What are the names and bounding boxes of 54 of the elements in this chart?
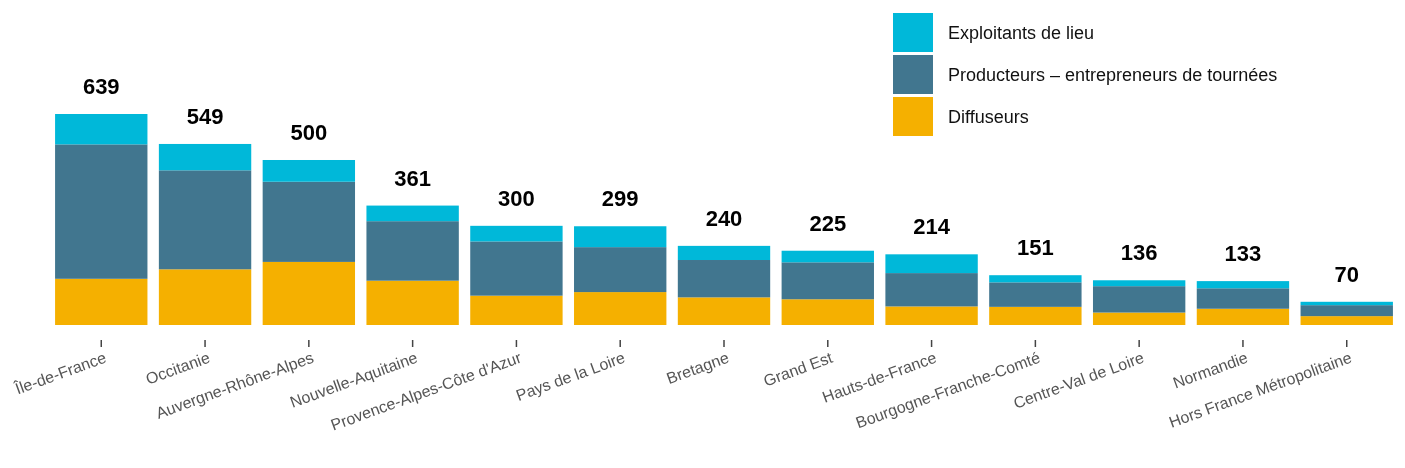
bar — [885, 306, 978, 325]
bar — [1092, 312, 1186, 325]
annotation: 500 — [290, 120, 328, 145]
annotation: 214 — [913, 214, 951, 240]
bar — [262, 261, 356, 325]
bar — [1196, 308, 1290, 325]
bar — [158, 269, 252, 325]
bar — [574, 226, 667, 248]
bar — [677, 297, 771, 325]
bar — [1092, 286, 1186, 313]
annotation: 300 — [498, 186, 535, 212]
bar — [366, 205, 459, 222]
bar — [158, 170, 252, 270]
bar — [1196, 288, 1290, 309]
bar — [470, 225, 563, 242]
annotation: 136 — [1120, 240, 1158, 266]
legend-label: Producteurs – entrepreneurs de tournées — [948, 65, 1278, 85]
annotation: 361 — [394, 165, 431, 191]
bar — [781, 250, 874, 263]
bar — [262, 181, 356, 262]
bar — [1300, 316, 1393, 325]
annotation: 299 — [601, 186, 639, 212]
annotation: 225 — [809, 210, 847, 236]
legend-label: Exploitants de lieu — [948, 23, 1095, 43]
bar — [1196, 281, 1290, 289]
annotation: 133 — [1224, 241, 1262, 267]
bar — [55, 114, 148, 145]
bar — [677, 245, 771, 261]
bar — [989, 275, 1082, 283]
bar — [574, 247, 667, 293]
legend-label: Diffuseurs — [948, 107, 1029, 127]
bar — [677, 260, 771, 298]
bar — [1092, 280, 1186, 287]
bar — [366, 280, 459, 325]
annotation: 549 — [186, 103, 224, 129]
bar — [885, 254, 978, 274]
bar — [366, 221, 459, 281]
bar — [989, 306, 1082, 325]
annotation: 151 — [1017, 235, 1054, 261]
annotation: 639 — [82, 74, 120, 99]
bar — [781, 299, 874, 325]
bar — [1300, 305, 1393, 317]
bar — [55, 278, 148, 325]
bar — [158, 143, 252, 171]
annotation: 70 — [1334, 261, 1359, 287]
bar — [470, 295, 563, 325]
bar — [262, 160, 356, 182]
bar — [470, 241, 563, 296]
annotation: 240 — [705, 205, 743, 231]
bar — [574, 292, 667, 325]
bar — [989, 282, 1082, 307]
bar — [885, 273, 978, 307]
bar — [781, 262, 874, 300]
bar — [55, 144, 148, 279]
